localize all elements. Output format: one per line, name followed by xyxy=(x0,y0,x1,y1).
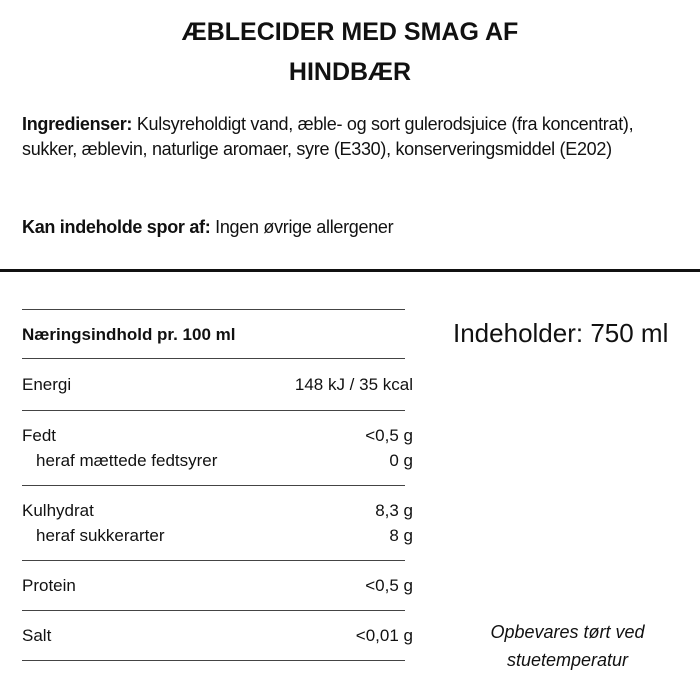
allergens: Kan indeholde spor af: Ingen øvrige alle… xyxy=(22,215,682,240)
table-rule xyxy=(22,410,405,411)
table-row: heraf mættede fedtsyrer 0 g xyxy=(36,451,413,470)
table-rule xyxy=(22,560,405,561)
table-rule xyxy=(22,358,405,359)
allergens-label: Kan indeholde spor af: xyxy=(22,217,211,237)
table-row: Fedt <0,5 g xyxy=(22,426,413,445)
table-row: Energi 148 kJ / 35 kcal xyxy=(22,375,413,394)
table-rule xyxy=(22,309,405,310)
divider xyxy=(0,269,700,272)
product-title: ÆBLECIDER MED SMAG AF HINDBÆR xyxy=(181,18,519,86)
ingredients-text: Kulsyreholdigt vand, æble- og sort guler… xyxy=(22,114,634,159)
table-rule xyxy=(22,485,405,486)
ingredients-label: Ingredienser: xyxy=(22,114,133,134)
ingredients: Ingredienser: Kulsyreholdigt vand, æble-… xyxy=(22,112,682,162)
table-rule xyxy=(22,660,405,661)
table-row: Kulhydrat 8,3 g xyxy=(22,501,413,520)
table-rule xyxy=(22,610,405,611)
storage-text: Opbevares tørt ved stuetemperatur xyxy=(490,622,645,670)
nutrition-header: Næringsindhold pr. 100 ml xyxy=(22,325,236,344)
volume-text: Indeholder: 750 ml xyxy=(453,318,669,348)
allergens-text: Ingen øvrige allergener xyxy=(210,217,394,237)
table-row: Salt <0,01 g xyxy=(22,626,413,645)
table-row: Protein <0,5 g xyxy=(22,576,413,595)
table-row: heraf sukkerarter 8 g xyxy=(36,526,413,545)
